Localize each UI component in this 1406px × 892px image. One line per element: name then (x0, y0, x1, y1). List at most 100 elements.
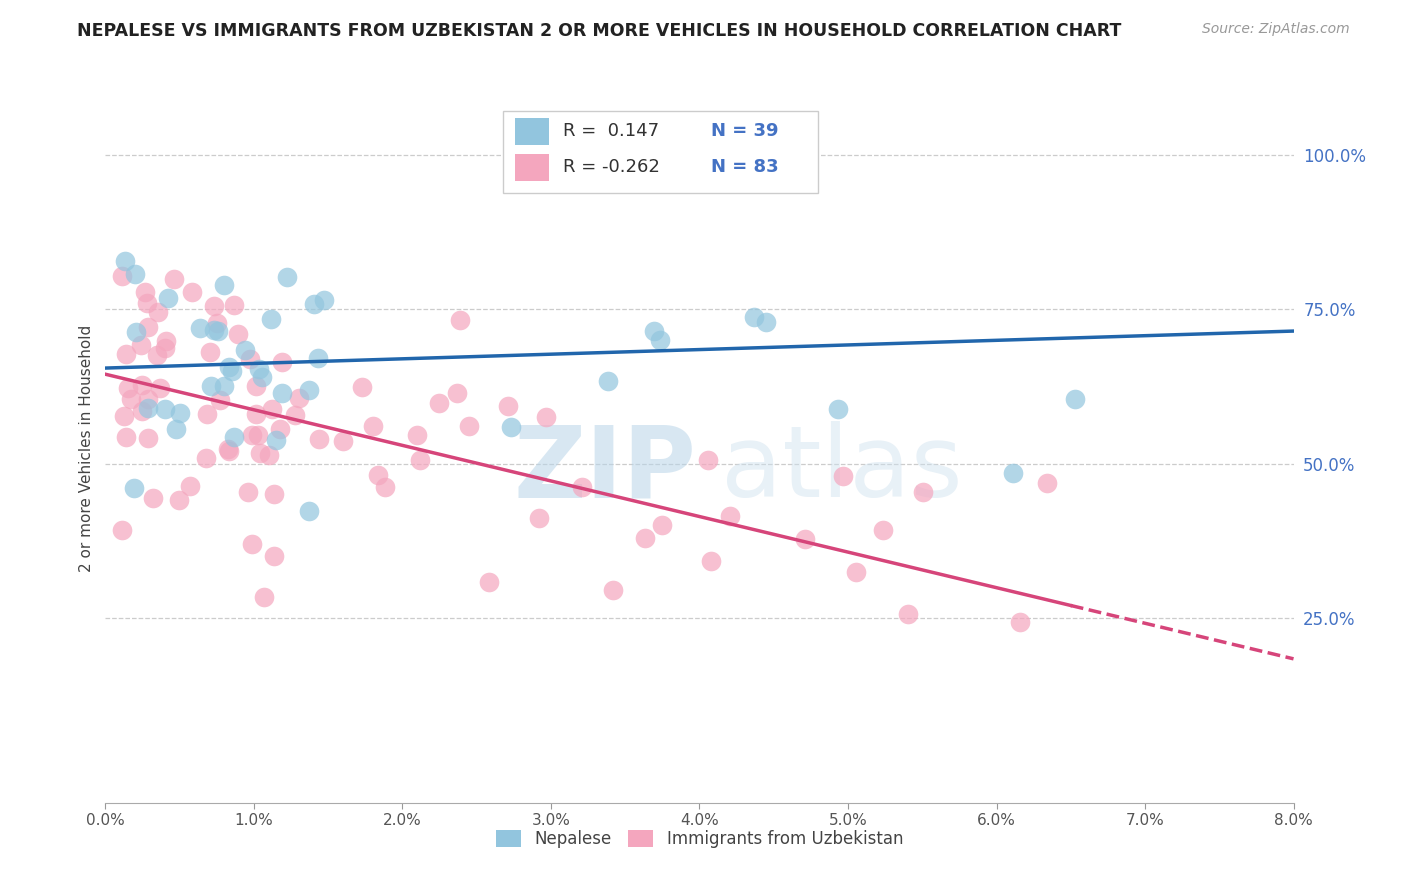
Point (111, 268, 134, 283)
Point (276, 270, 298, 285)
Point (163, 272, 186, 286)
Point (271, 355, 294, 369)
Point (111, 524, 134, 538)
Point (648, 333, 671, 347)
Point (298, 504, 321, 518)
Point (312, 293, 335, 307)
Point (257, 448, 280, 462)
Point (352, 380, 374, 394)
Point (146, 304, 169, 318)
Point (247, 428, 270, 442)
Text: N = 83: N = 83 (711, 158, 779, 176)
Point (239, 351, 262, 366)
Bar (516, 119, 548, 145)
Point (742, 310, 765, 324)
Point (367, 468, 389, 483)
Point (240, 427, 263, 442)
Point (157, 291, 180, 305)
Text: N = 39: N = 39 (711, 122, 779, 140)
Point (136, 431, 159, 445)
Point (269, 422, 291, 436)
Point (361, 419, 384, 434)
Point (153, 342, 176, 356)
Point (596, 374, 619, 388)
Point (332, 434, 354, 449)
Point (252, 590, 274, 604)
Point (897, 607, 920, 621)
Point (284, 408, 307, 422)
Point (202, 323, 225, 337)
Point (245, 407, 267, 421)
Point (498, 399, 520, 413)
Point (308, 432, 330, 446)
Point (115, 430, 138, 444)
Point (136, 319, 159, 334)
Point (198, 344, 221, 359)
Point (114, 254, 136, 268)
Point (247, 361, 270, 376)
Point (122, 481, 145, 495)
Point (477, 574, 499, 589)
Text: R = -0.262: R = -0.262 (562, 158, 659, 176)
Point (1002, 466, 1025, 480)
Point (266, 433, 288, 447)
Point (250, 370, 273, 384)
Point (718, 509, 741, 524)
Point (602, 582, 624, 597)
Point (205, 316, 228, 330)
Point (307, 351, 329, 365)
Point (446, 386, 468, 401)
Point (217, 442, 239, 457)
Point (202, 299, 225, 313)
Point (142, 491, 165, 505)
Point (298, 383, 321, 397)
Point (226, 326, 249, 341)
Text: Source: ZipAtlas.com: Source: ZipAtlas.com (1202, 22, 1350, 37)
Point (129, 337, 152, 351)
Point (302, 297, 325, 311)
Point (134, 285, 156, 299)
Point (263, 487, 285, 501)
Bar (516, 154, 548, 181)
Point (534, 409, 557, 424)
Point (169, 492, 191, 507)
Text: atlas: atlas (721, 421, 963, 518)
Point (260, 402, 283, 417)
Y-axis label: 2 or more Vehicles in Household: 2 or more Vehicles in Household (79, 325, 94, 572)
Point (207, 324, 229, 338)
Point (212, 277, 235, 292)
Point (117, 381, 139, 395)
Point (405, 427, 427, 442)
Point (224, 298, 246, 312)
Point (1063, 392, 1085, 407)
Point (155, 334, 177, 349)
Point (124, 268, 146, 282)
Point (245, 379, 267, 393)
Point (527, 511, 550, 525)
Point (827, 402, 849, 417)
Point (131, 404, 153, 418)
Point (408, 453, 430, 467)
Point (218, 359, 240, 374)
Point (260, 311, 283, 326)
Point (754, 315, 776, 329)
Point (700, 554, 723, 568)
Point (181, 285, 204, 299)
Point (651, 518, 673, 533)
Point (221, 363, 243, 377)
Point (179, 478, 201, 492)
Point (208, 392, 231, 407)
Point (499, 420, 522, 434)
Point (224, 430, 246, 444)
Point (125, 326, 148, 340)
Point (427, 396, 450, 410)
Point (831, 468, 853, 483)
Point (112, 409, 135, 424)
Point (1008, 615, 1031, 630)
Point (872, 524, 894, 538)
Point (136, 296, 159, 310)
Point (634, 531, 657, 545)
Point (845, 565, 868, 579)
Point (794, 532, 817, 546)
Point (153, 401, 176, 416)
